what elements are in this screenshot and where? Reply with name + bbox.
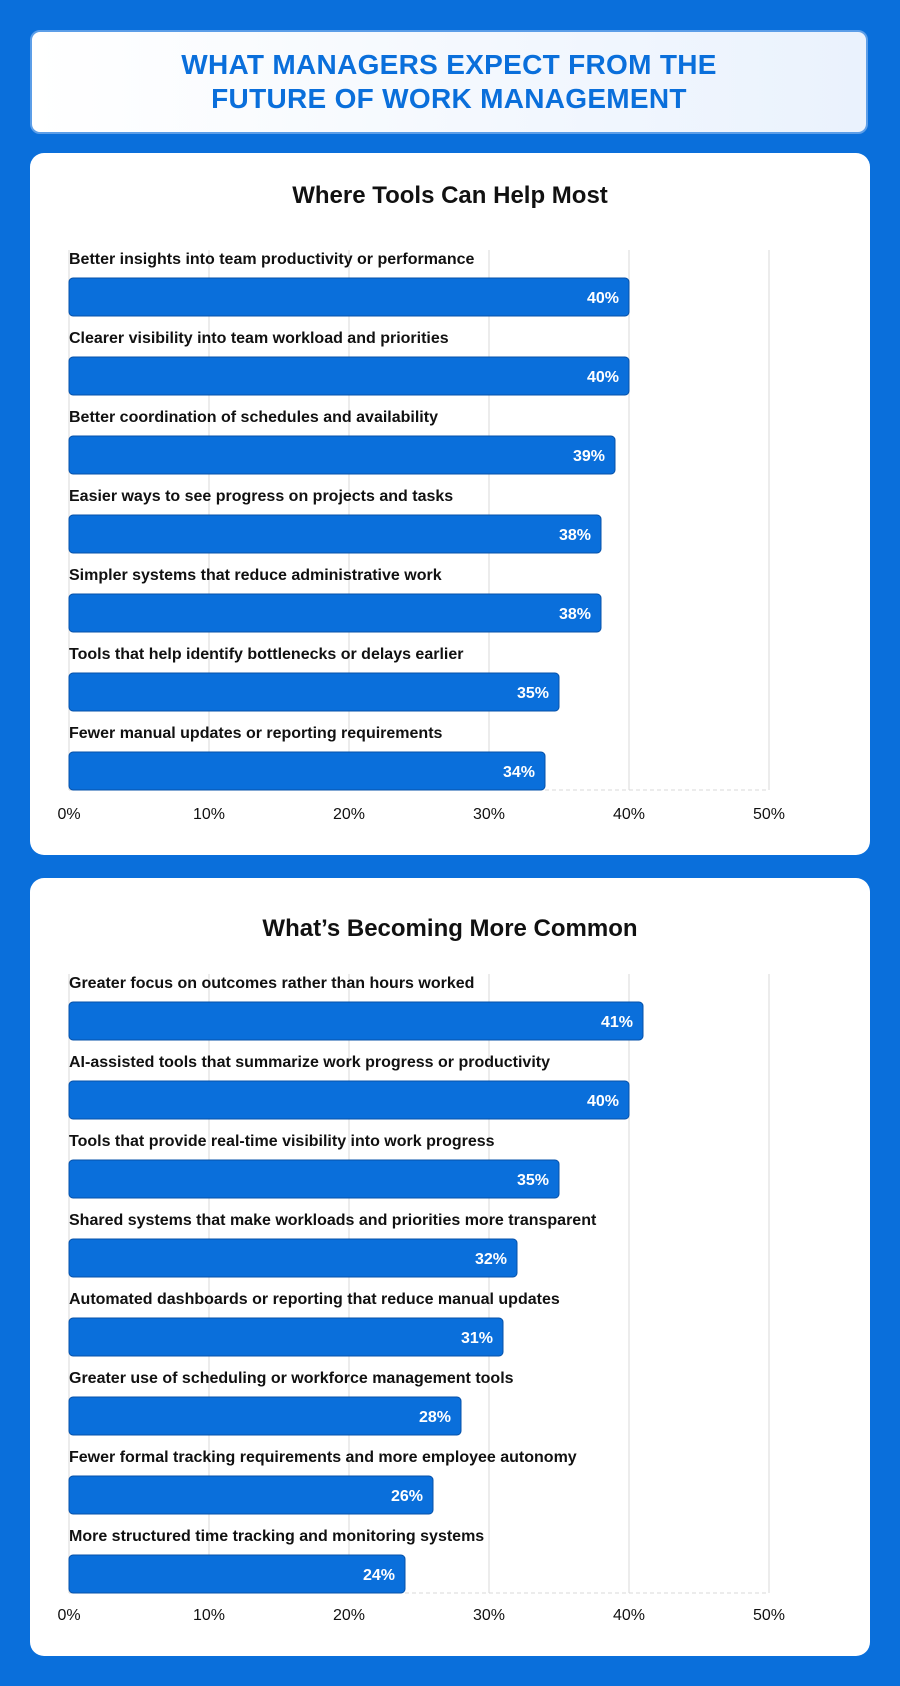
x-tick-label: 0% <box>57 806 80 823</box>
bar-value-label: 35% <box>517 685 549 702</box>
x-tick-label: 50% <box>753 1607 785 1624</box>
bar <box>68 514 602 554</box>
bar-chart-tools-help: Where Tools Can Help Most 0% 10% 20% 30% 40% 5… <box>57 182 785 823</box>
bar <box>68 1475 434 1515</box>
bar-value-label: 40% <box>587 369 619 386</box>
chart-panel-tools-help: Where Tools Can Help Most 0% 10% 20% 30% 40% 5… <box>30 153 870 855</box>
bar-value-label: 40% <box>587 290 619 307</box>
bar <box>68 672 560 712</box>
category-label: Easier ways to see progress on projects … <box>69 488 453 505</box>
category-label: AI-assisted tools that summarize work pr… <box>69 1054 550 1071</box>
category-label: More structured time tracking and monito… <box>69 1528 484 1545</box>
category-label: Tools that provide real-time visibility … <box>69 1133 495 1150</box>
bar <box>68 1317 504 1357</box>
bar-value-label: 31% <box>461 1330 493 1347</box>
page-title-line-1: WHAT MANAGERS EXPECT FROM THE <box>181 49 717 80</box>
page-title-line-2: FUTURE OF WORK MANAGEMENT <box>211 83 687 114</box>
bar <box>68 751 546 791</box>
bar-value-label: 28% <box>419 1409 451 1426</box>
bar <box>68 1238 518 1278</box>
x-tick-label: 10% <box>193 1607 225 1624</box>
x-tick-label: 40% <box>613 806 645 823</box>
header-title-box: WHAT MANAGERS EXPECT FROM THE FUTURE OF … <box>30 30 868 134</box>
chart-title: Where Tools Can Help Most <box>292 182 608 209</box>
bar <box>68 1001 644 1041</box>
x-tick-label: 30% <box>473 1607 505 1624</box>
x-tick-label: 10% <box>193 806 225 823</box>
bar-value-label: 39% <box>573 448 605 465</box>
x-tick-label: 20% <box>333 1607 365 1624</box>
bar-chart-becoming-common: What’s Becoming More Common 0% 10% 20% 30% 40… <box>57 915 785 1624</box>
bar-value-label: 41% <box>601 1014 633 1031</box>
x-tick-label: 50% <box>753 806 785 823</box>
bar-value-label: 24% <box>363 1567 395 1584</box>
x-tick-label: 30% <box>473 806 505 823</box>
x-tick-label: 40% <box>613 1607 645 1624</box>
category-label: Simpler systems that reduce administrati… <box>69 567 442 584</box>
category-label: Fewer manual updates or reporting requir… <box>69 725 443 742</box>
bar-value-label: 26% <box>391 1488 423 1505</box>
category-label: Greater focus on outcomes rather than ho… <box>69 975 474 992</box>
category-label: Better insights into team productivity o… <box>69 251 475 268</box>
bar <box>68 1159 560 1199</box>
category-label: Tools that help identify bottlenecks or … <box>69 646 463 663</box>
x-tick-label: 0% <box>57 1607 80 1624</box>
bar-value-label: 38% <box>559 606 591 623</box>
bar-value-label: 34% <box>503 764 535 781</box>
bar <box>68 356 630 396</box>
bar-value-label: 38% <box>559 527 591 544</box>
bar <box>68 1396 462 1436</box>
chart-title: What’s Becoming More Common <box>262 915 637 942</box>
chart-panel-becoming-common: What’s Becoming More Common 0% 10% 20% 30% 40… <box>30 878 870 1656</box>
category-label: Automated dashboards or reporting that r… <box>69 1291 560 1308</box>
category-label: Shared systems that make workloads and p… <box>69 1212 597 1229</box>
bar <box>68 277 630 317</box>
category-label: Greater use of scheduling or workforce m… <box>69 1370 514 1387</box>
category-label: Clearer visibility into team workload an… <box>69 330 449 347</box>
x-tick-label: 20% <box>333 806 365 823</box>
bar-value-label: 35% <box>517 1172 549 1189</box>
bar <box>68 435 616 475</box>
bar-value-label: 40% <box>587 1093 619 1110</box>
bar <box>68 1554 406 1594</box>
bar <box>68 1080 630 1120</box>
bar <box>68 593 602 633</box>
category-label: Fewer formal tracking requirements and m… <box>69 1449 577 1466</box>
category-label: Better coordination of schedules and ava… <box>69 409 438 426</box>
bar-value-label: 32% <box>475 1251 507 1268</box>
